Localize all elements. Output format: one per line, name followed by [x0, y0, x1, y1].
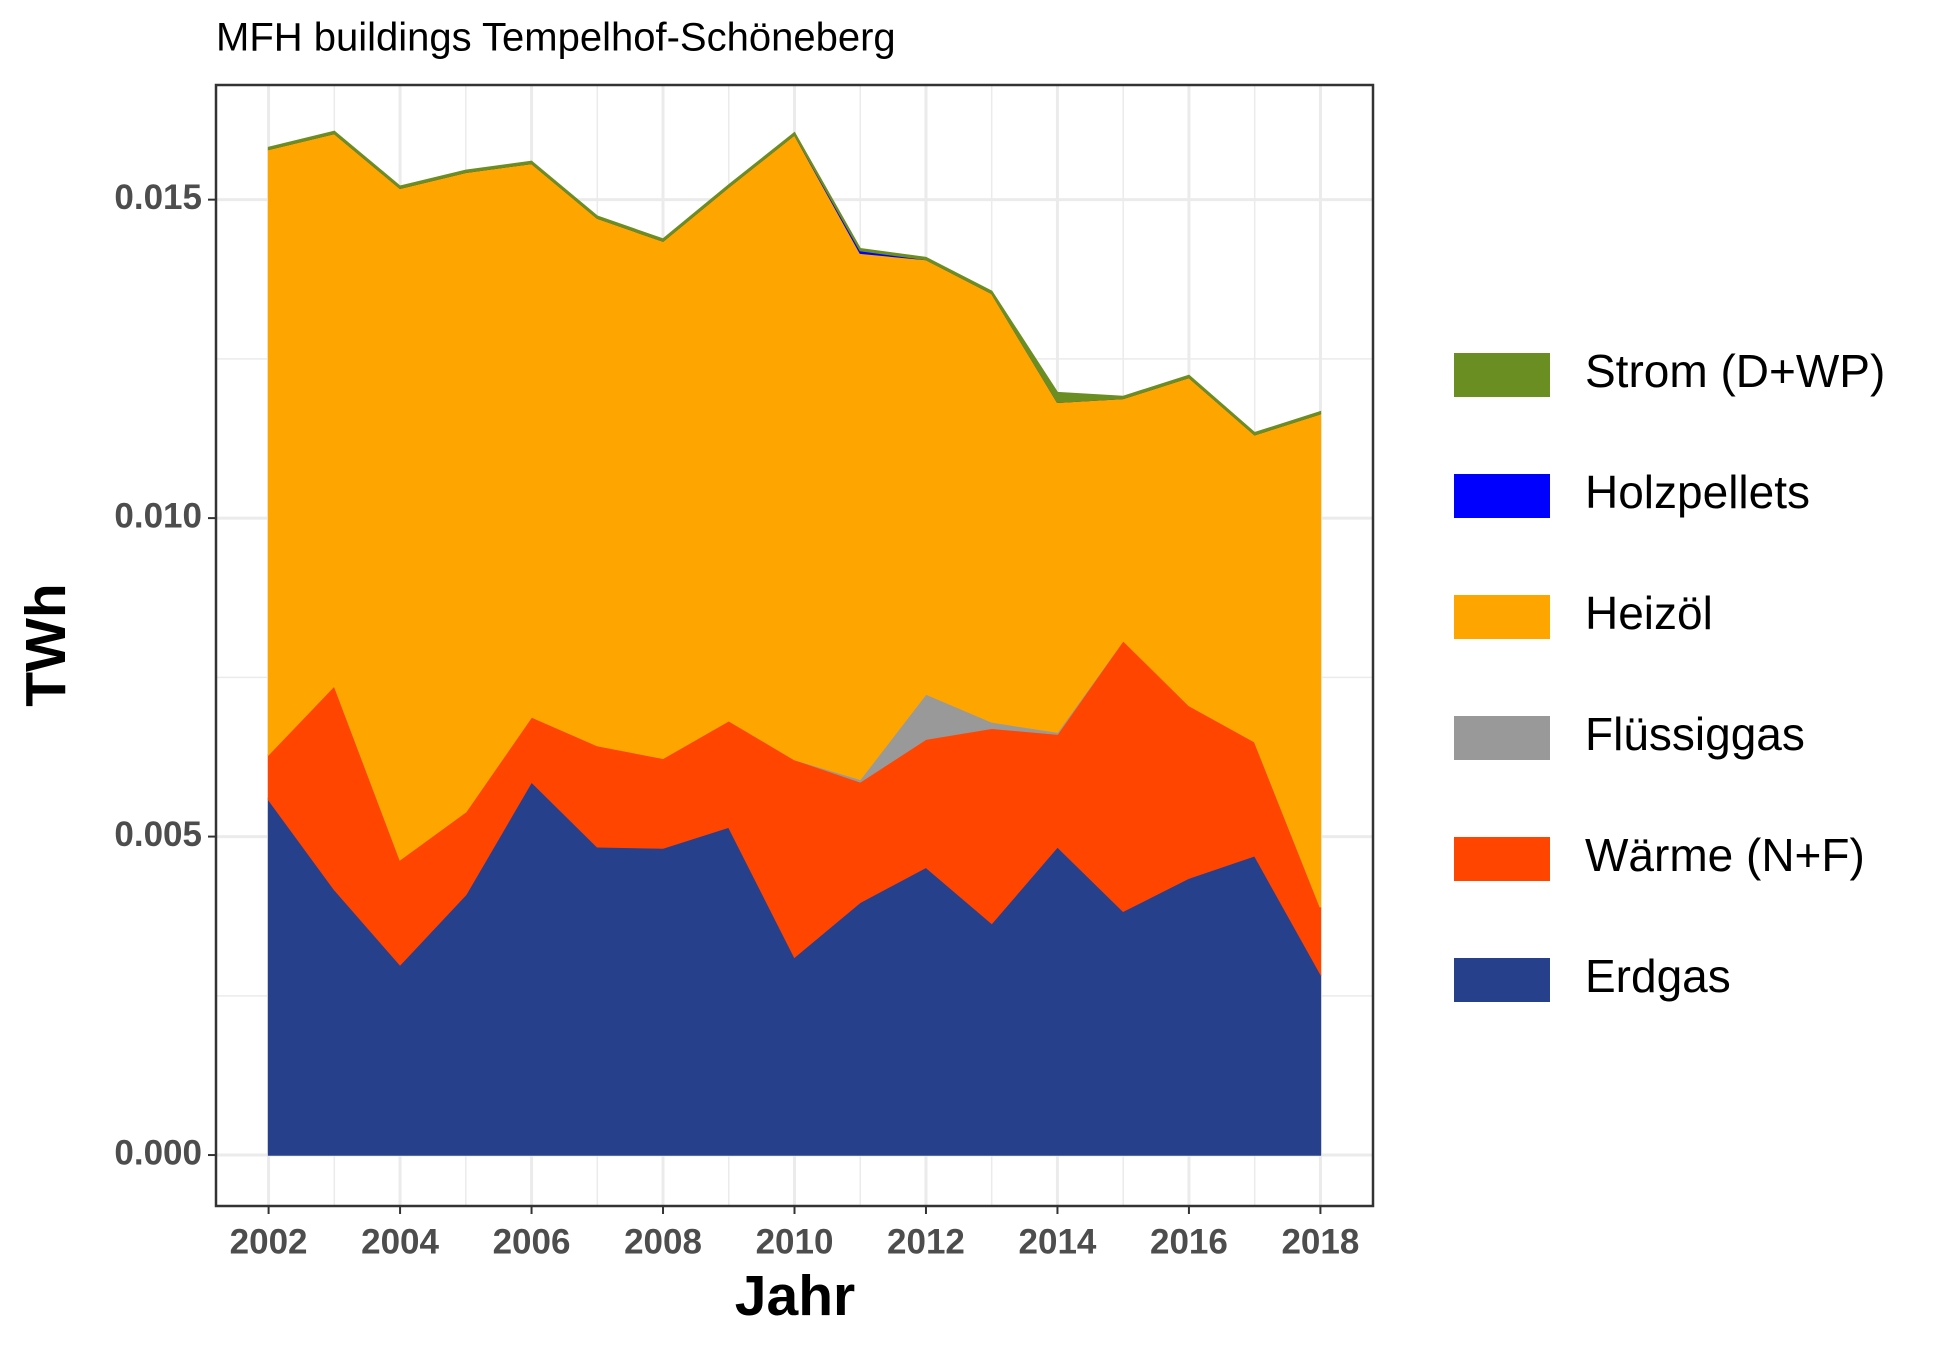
- x-tick-label: 2004: [361, 1222, 439, 1261]
- legend-label: Heizöl: [1585, 587, 1713, 639]
- legend-key: [1454, 837, 1550, 881]
- chart-title: MFH buildings Tempelhof-Schöneberg: [216, 16, 896, 60]
- x-tick-label: 2006: [493, 1222, 571, 1261]
- legend-key: [1454, 716, 1550, 760]
- y-tick-label: 0.015: [114, 178, 202, 217]
- x-tick-label: 2002: [230, 1222, 308, 1261]
- y-tick-label: 0.000: [114, 1133, 202, 1172]
- legend-label: Erdgas: [1585, 950, 1731, 1002]
- x-tick-label: 2018: [1281, 1222, 1359, 1261]
- legend-label: Strom (D+WP): [1585, 345, 1885, 397]
- x-tick-label: 2008: [624, 1222, 702, 1261]
- x-tick-label: 2010: [756, 1222, 834, 1261]
- area: [267, 130, 1322, 436]
- legend-label: Flüssiggas: [1585, 708, 1805, 760]
- y-tick-label: 0.010: [114, 496, 202, 535]
- x-tick-label: 2016: [1150, 1222, 1228, 1261]
- legend-key: [1454, 595, 1550, 639]
- legend-key: [1454, 474, 1550, 518]
- legend-label: Holzpellets: [1585, 466, 1810, 518]
- y-axis-title: TWh: [14, 583, 78, 706]
- x-tick-label: 2014: [1019, 1222, 1097, 1261]
- x-tick-label: 2012: [887, 1222, 965, 1261]
- legend-key: [1454, 958, 1550, 1002]
- y-tick-label: 0.005: [114, 815, 202, 854]
- x-axis-title: Jahr: [735, 1264, 855, 1328]
- legend-label: Wärme (N+F): [1585, 829, 1865, 881]
- plot-border: [214, 83, 1375, 1208]
- legend-key: [1454, 353, 1550, 397]
